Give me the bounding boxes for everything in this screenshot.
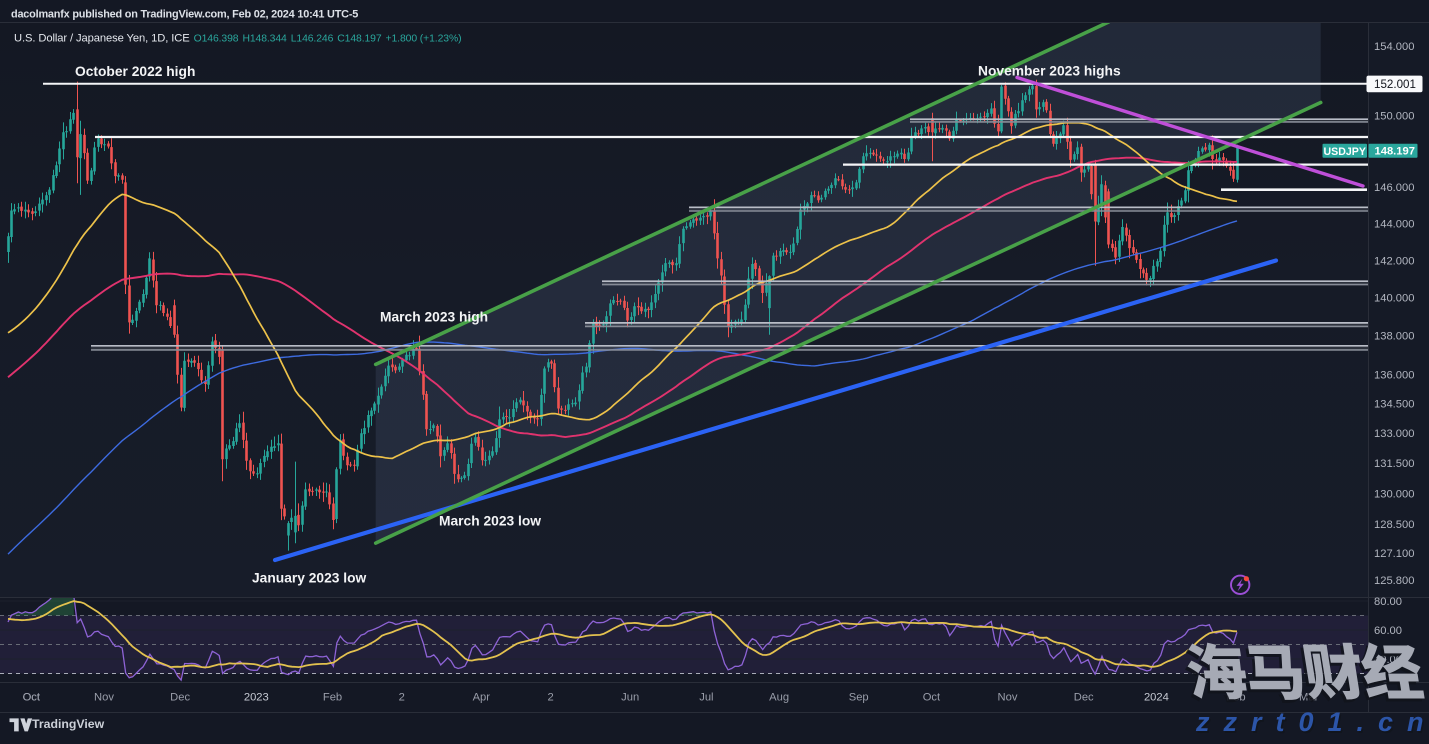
svg-text:Sep: Sep: [849, 692, 869, 704]
svg-text:2023: 2023: [244, 692, 269, 704]
svg-text:2: 2: [399, 692, 405, 704]
svg-text:130.000: 130.000: [1374, 489, 1414, 501]
svg-text:Nov: Nov: [998, 692, 1018, 704]
svg-text:2: 2: [547, 692, 553, 704]
svg-text:146.000: 146.000: [1374, 182, 1414, 194]
svg-text:127.100: 127.100: [1374, 548, 1414, 560]
svg-text:November 2023 highs: November 2023 highs: [978, 64, 1121, 79]
svg-text:131.500: 131.500: [1374, 458, 1414, 470]
svg-text:Jun: Jun: [621, 692, 639, 704]
svg-text:128.500: 128.500: [1374, 519, 1414, 531]
svg-text:March 2023 high: March 2023 high: [380, 310, 488, 325]
svg-text:Oct: Oct: [23, 692, 41, 704]
svg-text:Feb: Feb: [323, 692, 342, 704]
svg-text:142.000: 142.000: [1374, 255, 1414, 267]
svg-text:USDJPY: USDJPY: [1324, 146, 1366, 158]
svg-text:152.001: 152.001: [1374, 78, 1416, 91]
svg-text:dacolmanfx published on Tradin: dacolmanfx published on TradingView.com,…: [11, 9, 358, 21]
svg-text:144.000: 144.000: [1374, 218, 1414, 230]
svg-text:148.197: 148.197: [1375, 146, 1415, 158]
svg-text:154.000: 154.000: [1374, 41, 1414, 53]
svg-text:October 2022 high: October 2022 high: [75, 64, 195, 79]
svg-text:Nov: Nov: [94, 692, 114, 704]
svg-text:Aug: Aug: [769, 692, 789, 704]
svg-text:134.500: 134.500: [1374, 399, 1414, 411]
svg-text:136.000: 136.000: [1374, 369, 1414, 381]
svg-text:80.00: 80.00: [1374, 596, 1402, 608]
svg-text:zzrt01.cn: zzrt01.cn: [1195, 707, 1429, 737]
svg-text:TradingView: TradingView: [32, 717, 105, 731]
svg-text:Dec: Dec: [1074, 692, 1094, 704]
svg-text:Oct: Oct: [923, 692, 941, 704]
svg-text:Jul: Jul: [699, 692, 713, 704]
svg-text:133.000: 133.000: [1374, 428, 1414, 440]
svg-text:138.000: 138.000: [1374, 331, 1414, 343]
svg-text:125.800: 125.800: [1374, 575, 1414, 587]
svg-text:2024: 2024: [1144, 692, 1169, 704]
svg-text:March 2023 low: March 2023 low: [439, 514, 541, 529]
svg-text:Dec: Dec: [170, 692, 190, 704]
svg-text:Apr: Apr: [473, 692, 491, 704]
svg-text:U.S. Dollar / Japanese Yen, 1D: U.S. Dollar / Japanese Yen, 1D, ICEO146.…: [14, 33, 461, 45]
svg-text:150.000: 150.000: [1374, 111, 1414, 123]
svg-text:60.00: 60.00: [1374, 625, 1402, 637]
svg-text:140.000: 140.000: [1374, 293, 1414, 305]
svg-text:January 2023 low: January 2023 low: [252, 571, 367, 586]
